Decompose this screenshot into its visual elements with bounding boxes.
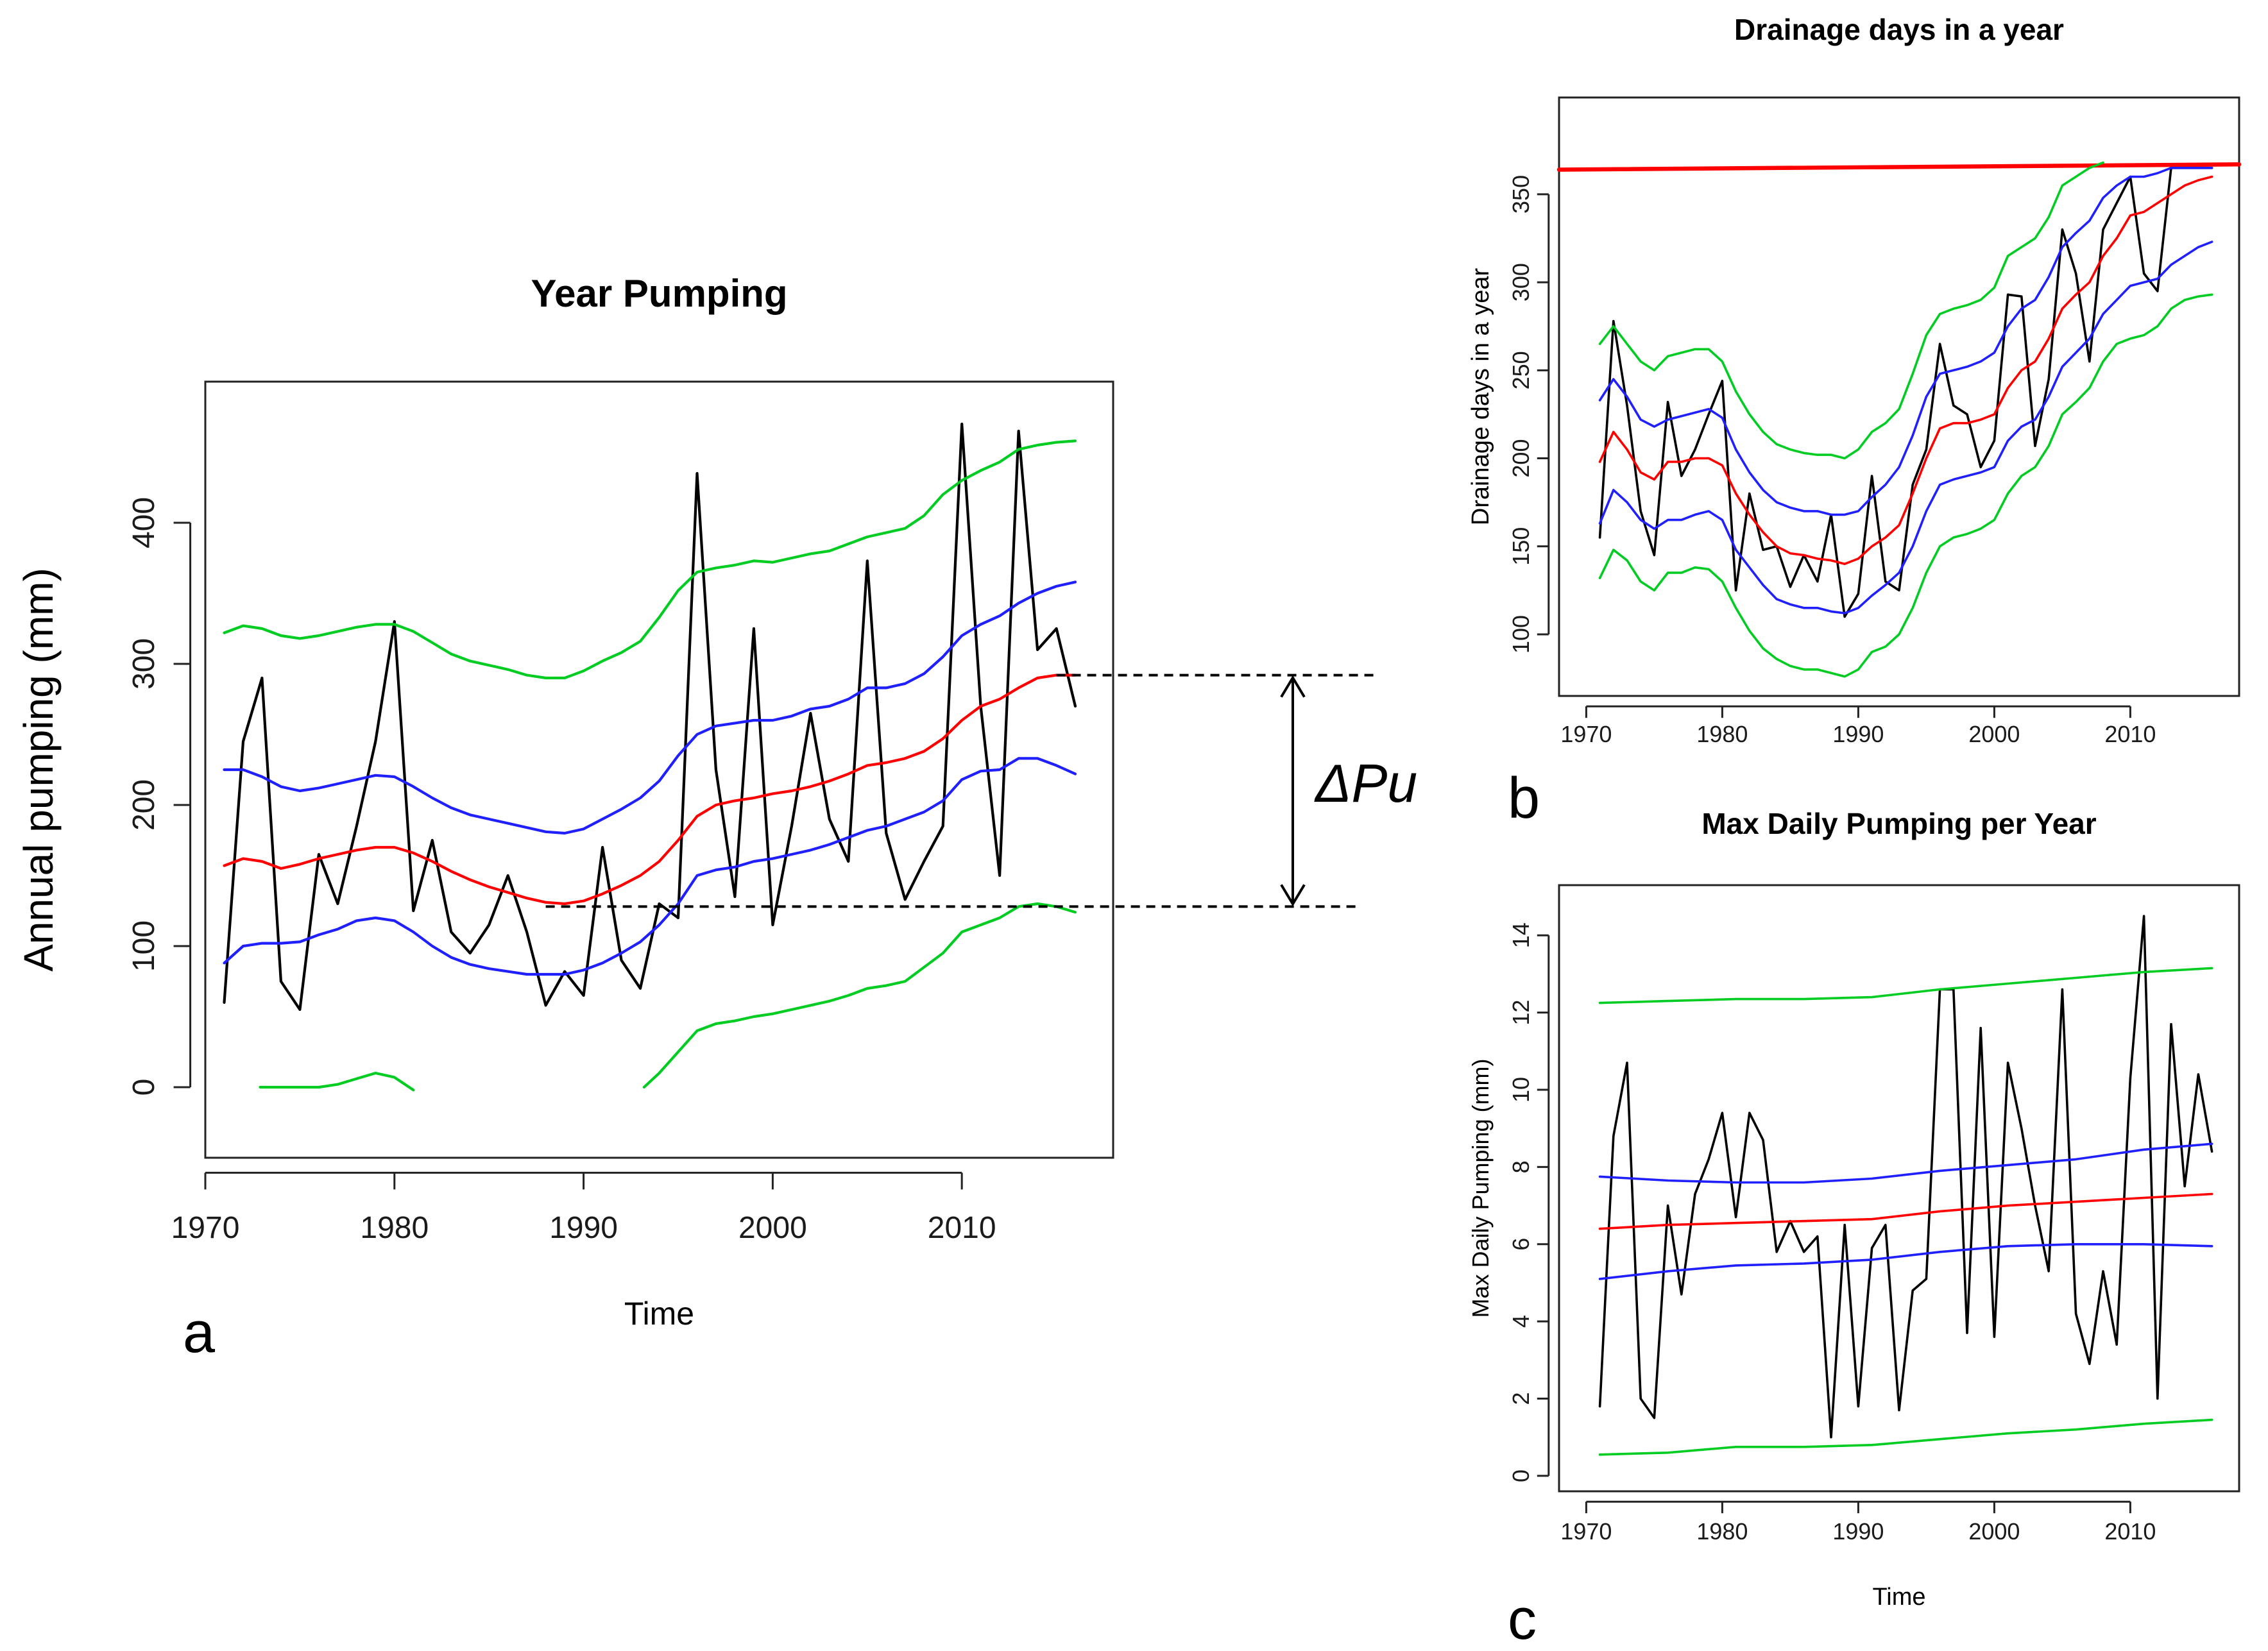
chart-title: Max Daily Pumping per Year — [1701, 807, 2096, 840]
series-line-observed — [223, 422, 1077, 1012]
panel-letter-a: a — [183, 1301, 216, 1365]
series-line-upper-50 — [1598, 1142, 2213, 1184]
series-line-upper-95 — [1598, 161, 2104, 460]
series-line-lower-50 — [1598, 1243, 2213, 1280]
chart-panel-a: 1970 1980 1990 2000 2010 0 100 200 300 400 Year Pu… — [15, 272, 1417, 1365]
delta-arrow-head-up — [1280, 675, 1306, 698]
y-tick-label: 8 — [1508, 1160, 1534, 1173]
y-tick-label: 100 — [1508, 615, 1534, 654]
series-line-lower-95-b — [642, 902, 1077, 1089]
x-tick-label: 1990 — [1832, 721, 1884, 747]
y-tick-label: 10 — [1508, 1077, 1534, 1103]
x-tick-label: 2000 — [1968, 721, 2020, 747]
x-tick-label: 1970 — [1560, 721, 1612, 747]
x-tick-label: 1990 — [549, 1211, 618, 1245]
x-tick-label: 2000 — [738, 1211, 807, 1245]
plot-frame — [204, 380, 1114, 1159]
panel-letter-b: b — [1508, 766, 1540, 831]
series-line-lower-95 — [1598, 293, 2213, 678]
chart-title: Year Pumping — [531, 272, 787, 315]
x-tick-label: 1970 — [1560, 1518, 1612, 1545]
delta-arrow-head-down — [1280, 884, 1306, 907]
series-line-upper-95 — [223, 439, 1077, 680]
x-tick-label: 2010 — [2104, 1518, 2156, 1545]
x-tick-label: 2000 — [1968, 1518, 2020, 1545]
series-line-median — [1598, 175, 2213, 566]
series-line-upper-95 — [1598, 967, 2213, 1004]
x-tick-label: 1980 — [1696, 1518, 1748, 1545]
x-tick-label: 1970 — [171, 1211, 240, 1245]
y-axis-label: Drainage days in a year — [1467, 267, 1494, 525]
x-tick-label: 1980 — [360, 1211, 429, 1245]
series-line-median — [223, 673, 1077, 906]
y-axis-label: Max Daily Pumping (mm) — [1467, 1058, 1494, 1317]
series-line-observed — [1598, 166, 2213, 618]
y-tick-label: 400 — [127, 497, 161, 548]
y-tick-label: 250 — [1508, 351, 1534, 389]
chart-panel-b: 1970 1980 1990 2000 2010 100 150 200 250 300 350 Dr… — [1467, 13, 2242, 831]
series-line-upper-50 — [1598, 166, 2213, 516]
y-tick-label: 0 — [1508, 1469, 1534, 1482]
x-tick-label: 1990 — [1832, 1518, 1884, 1545]
plot-frame — [1558, 96, 2240, 697]
x-axis-label: Time — [624, 1296, 694, 1332]
series-line-observed — [1598, 915, 2213, 1439]
x-tick-label: 1980 — [1696, 721, 1748, 747]
series-line-lower-50 — [223, 757, 1077, 976]
y-tick-label: 12 — [1508, 1000, 1534, 1026]
y-tick-label: 150 — [1508, 527, 1534, 566]
x-tick-label: 2010 — [2104, 721, 2156, 747]
y-tick-label: 0 — [127, 1079, 161, 1096]
y-tick-label: 200 — [1508, 439, 1534, 478]
plot-frame — [1558, 884, 2240, 1493]
y-tick-label: 300 — [127, 638, 161, 690]
y-axis-label: Annual pumping (mm) — [15, 568, 62, 972]
series-line-lower-50 — [1598, 241, 2213, 614]
chart-panel-c: 1970 1980 1990 2000 2010 0 2 4 6 8 10 12 14 Max Daily… — [1467, 807, 2240, 1651]
chart-title: Drainage days in a year — [1734, 13, 2064, 46]
x-tick-label: 2010 — [928, 1211, 996, 1245]
y-tick-label: 2 — [1508, 1393, 1534, 1405]
y-tick-label: 100 — [127, 920, 161, 972]
y-tick-label: 4 — [1508, 1315, 1534, 1328]
x-axis-label: Time — [1872, 1584, 1925, 1611]
y-tick-label: 200 — [127, 779, 161, 831]
series-line-lower-95-a — [259, 1071, 415, 1092]
y-tick-label: 350 — [1508, 175, 1534, 214]
series-line-lower-95 — [1598, 1418, 2213, 1456]
y-tick-label: 300 — [1508, 263, 1534, 301]
series-line-upper-50 — [223, 580, 1077, 835]
panel-letter-c: c — [1508, 1588, 1537, 1651]
delta-pu-label: ΔPu — [1314, 753, 1417, 813]
y-tick-label: 14 — [1508, 922, 1534, 948]
series-line-median — [1598, 1192, 2213, 1230]
series-line-maximum — [1556, 162, 2242, 172]
y-tick-label: 6 — [1508, 1238, 1534, 1251]
